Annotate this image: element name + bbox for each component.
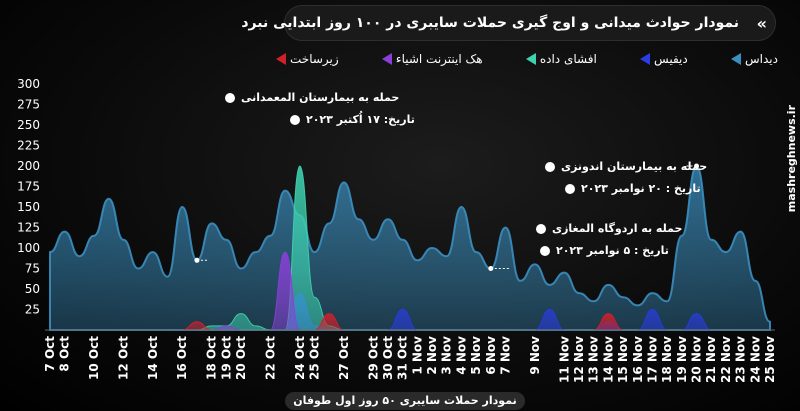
legend-item: افشای داده <box>525 52 597 66</box>
x-tick-label: 20 Nov <box>690 336 704 383</box>
x-tick-label: 18 Oct <box>205 336 219 380</box>
legend-arrow-icon <box>381 53 392 65</box>
chart-caption: نمودار حملات سایبری ۵۰ روز اول طوفان الا… <box>285 392 525 410</box>
x-tick-label: 8 Oct <box>58 336 72 372</box>
x-tick-label: 10 Oct <box>87 336 101 380</box>
bullet-icon <box>536 223 546 234</box>
x-tick-label: 29 Oct <box>366 336 380 380</box>
annotation-text: تاریخ : ۲۰ نوامبر ۲۰۲۳ <box>581 182 701 195</box>
x-tick-label: 18 Nov <box>660 336 674 383</box>
x-tick-label: 20 Oct <box>234 336 248 380</box>
x-tick-label: 17 Nov <box>645 336 659 383</box>
x-tick-label: 13 Nov <box>587 336 601 383</box>
page-title: نمودار حوادث میدانی و اوج گیری حملات سای… <box>241 15 739 31</box>
annotation-maghazi-title: حمله به اردوگاه المغازی <box>536 222 682 235</box>
annotation-indonesia-date: تاریخ : ۲۰ نوامبر ۲۰۲۳ <box>565 182 701 195</box>
annotation-text: حمله به بیمارستان اندونزی <box>561 160 708 173</box>
legend-item: هک اینترنت اشیاء <box>381 52 483 66</box>
y-tick-label: 300 <box>17 77 40 91</box>
x-tick-label: 16 Nov <box>631 336 645 383</box>
legend-arrow-icon <box>525 53 536 65</box>
y-tick-label: 225 <box>17 139 40 153</box>
x-tick-label: 16 Oct <box>175 336 189 380</box>
annotation-maghazi-date: تاریخ : ۵ نوامبر ۲۰۲۳ <box>540 244 669 257</box>
legend-label: زیرساخت <box>290 52 339 66</box>
y-tick-label: 75 <box>25 262 40 276</box>
legend-arrow-icon <box>730 53 741 65</box>
x-tick-label: 6 Nov <box>484 336 498 375</box>
x-tick-label: 25 Oct <box>307 336 321 380</box>
peak-marker <box>194 257 200 263</box>
x-tick-label: 14 Nov <box>601 336 615 383</box>
x-tick-label: 3 Nov <box>440 336 454 375</box>
x-tick-label: 24 Oct <box>293 336 307 380</box>
legend-item: دیداس <box>730 52 778 66</box>
x-tick-label: 11 Nov <box>557 336 571 383</box>
x-tick-label: 31 Oct <box>396 336 410 380</box>
x-tick-label: 19 Oct <box>219 336 233 380</box>
x-tick-label: 25 Nov <box>763 336 777 383</box>
x-tick-label: 4 Nov <box>454 336 468 375</box>
x-tick-label: 23 Nov <box>734 336 748 383</box>
x-tick-label: 7 Nov <box>499 336 513 375</box>
x-tick-label: 12 Nov <box>572 336 586 383</box>
bullet-icon <box>540 245 550 256</box>
x-tick-label: 22 Nov <box>719 336 733 383</box>
x-tick-label: 15 Nov <box>616 336 630 383</box>
x-tick-label: 22 Oct <box>263 336 277 380</box>
x-tick-label: 5 Nov <box>469 336 483 375</box>
y-tick-label: 200 <box>17 159 40 173</box>
y-tick-label: 125 <box>17 221 40 235</box>
legend: دیداس دیفیس افشای داده هک اینترنت اشیاء زیرس… <box>276 48 778 70</box>
x-tick-label: 7 Oct <box>43 336 57 372</box>
x-tick-label: 21 Nov <box>704 336 718 383</box>
title-bar: نمودار حوادث میدانی و اوج گیری حملات سای… <box>241 5 776 41</box>
legend-arrow-icon <box>276 53 286 65</box>
legend-arrow-icon <box>640 53 651 65</box>
annotation-ahli-title: حمله به بیمارستان المعمدانی <box>225 91 399 104</box>
legend-label: دیداس <box>744 52 778 66</box>
x-tick-label: 30 Oct <box>381 336 395 380</box>
double-chevron-icon: « <box>756 14 767 33</box>
x-tick-label: 27 Oct <box>337 336 351 380</box>
x-tick-label: 9 Nov <box>528 336 542 375</box>
peak-marker <box>694 163 700 169</box>
peak-marker <box>488 266 494 271</box>
y-tick-label: 100 <box>17 241 40 255</box>
legend-label: افشای داده <box>539 52 597 66</box>
bullet-icon <box>545 161 555 172</box>
y-tick-label: 175 <box>17 180 40 194</box>
x-tick-label: 2 Nov <box>425 336 439 375</box>
y-tick-label: 150 <box>17 200 40 214</box>
bullet-icon <box>565 183 575 194</box>
x-tick-label: 14 Oct <box>146 336 160 380</box>
legend-label: دیفیس <box>654 52 688 66</box>
bullet-icon <box>290 114 300 125</box>
legend-label: هک اینترنت اشیاء <box>395 52 483 66</box>
y-tick-label: 250 <box>17 118 40 132</box>
ddos-area <box>49 164 771 331</box>
annotation-ahli-date: تاریخ: ۱۷ اُکتبر ۲۰۲۳ <box>290 113 415 126</box>
annotation-text: حمله به اردوگاه المغازی <box>552 222 683 235</box>
y-tick-label: 50 <box>25 282 40 296</box>
watermark: mashreghnews.ir <box>785 105 798 213</box>
annotation-text: تاریخ: ۱۷ اُکتبر ۲۰۲۳ <box>306 113 415 126</box>
annotation-text: تاریخ : ۵ نوامبر ۲۰۲۳ <box>556 244 669 257</box>
annotation-indonesia-title: حمله به بیمارستان اندونزی <box>545 160 707 173</box>
x-tick-label: 19 Nov <box>675 336 689 383</box>
legend-item: زیرساخت <box>276 52 339 66</box>
bullet-icon <box>225 92 235 103</box>
y-tick-label: 25 <box>25 303 40 317</box>
x-tick-label: 1 Nov <box>410 336 424 375</box>
x-tick-label: 12 Oct <box>116 336 130 380</box>
x-tick-label: 24 Nov <box>748 336 762 383</box>
y-tick-label: 275 <box>17 98 40 112</box>
legend-item: دیفیس <box>640 52 688 66</box>
annotation-text: حمله به بیمارستان المعمدانی <box>241 91 400 104</box>
